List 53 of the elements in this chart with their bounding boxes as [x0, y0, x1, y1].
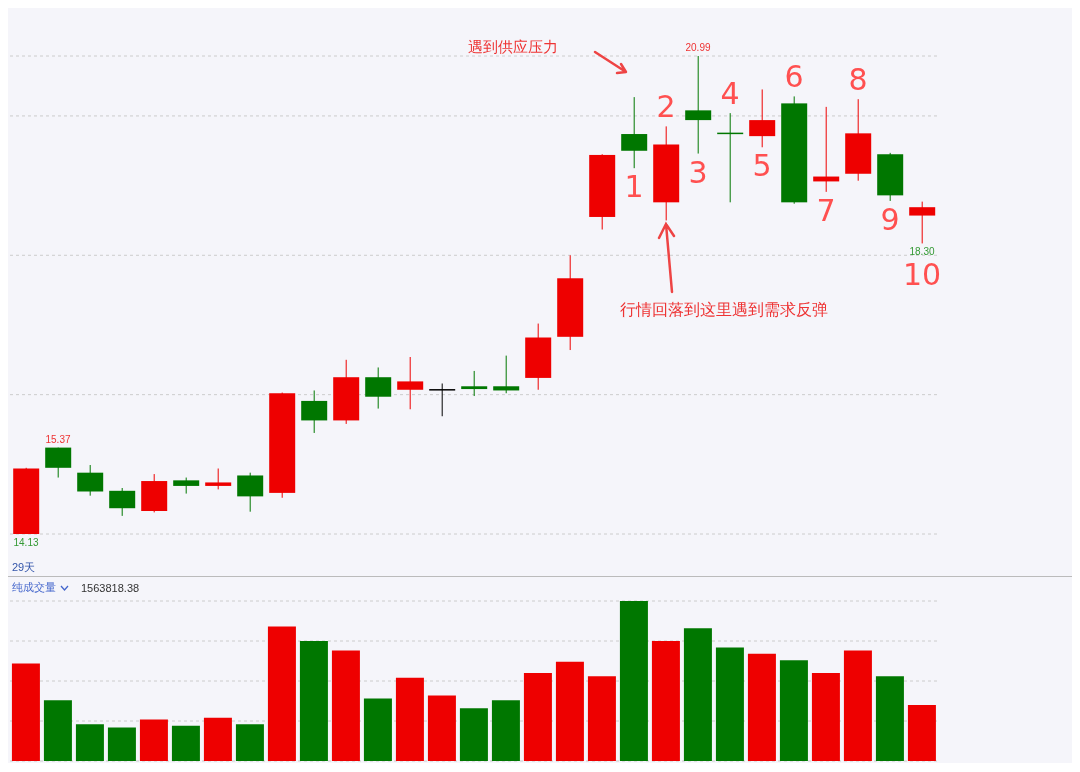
bar [139, 719, 168, 761]
annotation: 15.37 [44, 432, 72, 446]
bar [235, 724, 264, 761]
bar [11, 663, 40, 761]
bar [715, 647, 744, 761]
annotation: 20.99 [684, 41, 712, 54]
bar [811, 673, 840, 761]
candlestick [493, 355, 520, 394]
bar [395, 677, 424, 761]
annotation: 8 [847, 62, 869, 98]
bar [427, 695, 456, 761]
annotation: 1 [623, 169, 645, 205]
chart-title: 纯成交量 [12, 580, 56, 595]
bar [491, 700, 520, 761]
bar [171, 725, 200, 761]
annotation: 6 [783, 59, 805, 95]
annotation: 4 [719, 76, 741, 112]
annotation: 9 [879, 201, 901, 237]
annotation: 14.13 [12, 536, 40, 549]
annotation: 3 [687, 154, 709, 190]
bar [779, 660, 808, 761]
bar [747, 653, 776, 761]
candlestick [685, 56, 712, 155]
bar [907, 705, 936, 761]
bar [107, 727, 136, 761]
candlestick [461, 370, 488, 397]
annotation: 18.30 [908, 245, 936, 259]
annotation: 2 [655, 89, 677, 125]
bar [683, 628, 712, 761]
bar [875, 676, 904, 761]
bar [203, 717, 232, 761]
bar [43, 700, 72, 761]
annotation: 5 [751, 148, 773, 184]
bar [843, 650, 872, 761]
annotation: 7 [815, 192, 837, 228]
text: 1563818.38 [81, 581, 140, 594]
text: 29天 [12, 560, 36, 575]
bar [299, 641, 328, 761]
bar [459, 708, 488, 761]
bar [587, 676, 616, 761]
bar [555, 661, 584, 761]
candlestick [429, 382, 456, 417]
bar [331, 650, 360, 761]
annotation: 行情回落到这里遇到需求反弹 [620, 300, 828, 320]
bar [267, 626, 296, 761]
bar [523, 673, 552, 761]
bar [619, 601, 648, 761]
candlestick [205, 468, 232, 490]
annotation: 10 [901, 257, 943, 293]
bar [651, 641, 680, 761]
bar [75, 724, 104, 761]
bar [363, 698, 392, 761]
text: 遇到供应压力 [468, 38, 558, 57]
